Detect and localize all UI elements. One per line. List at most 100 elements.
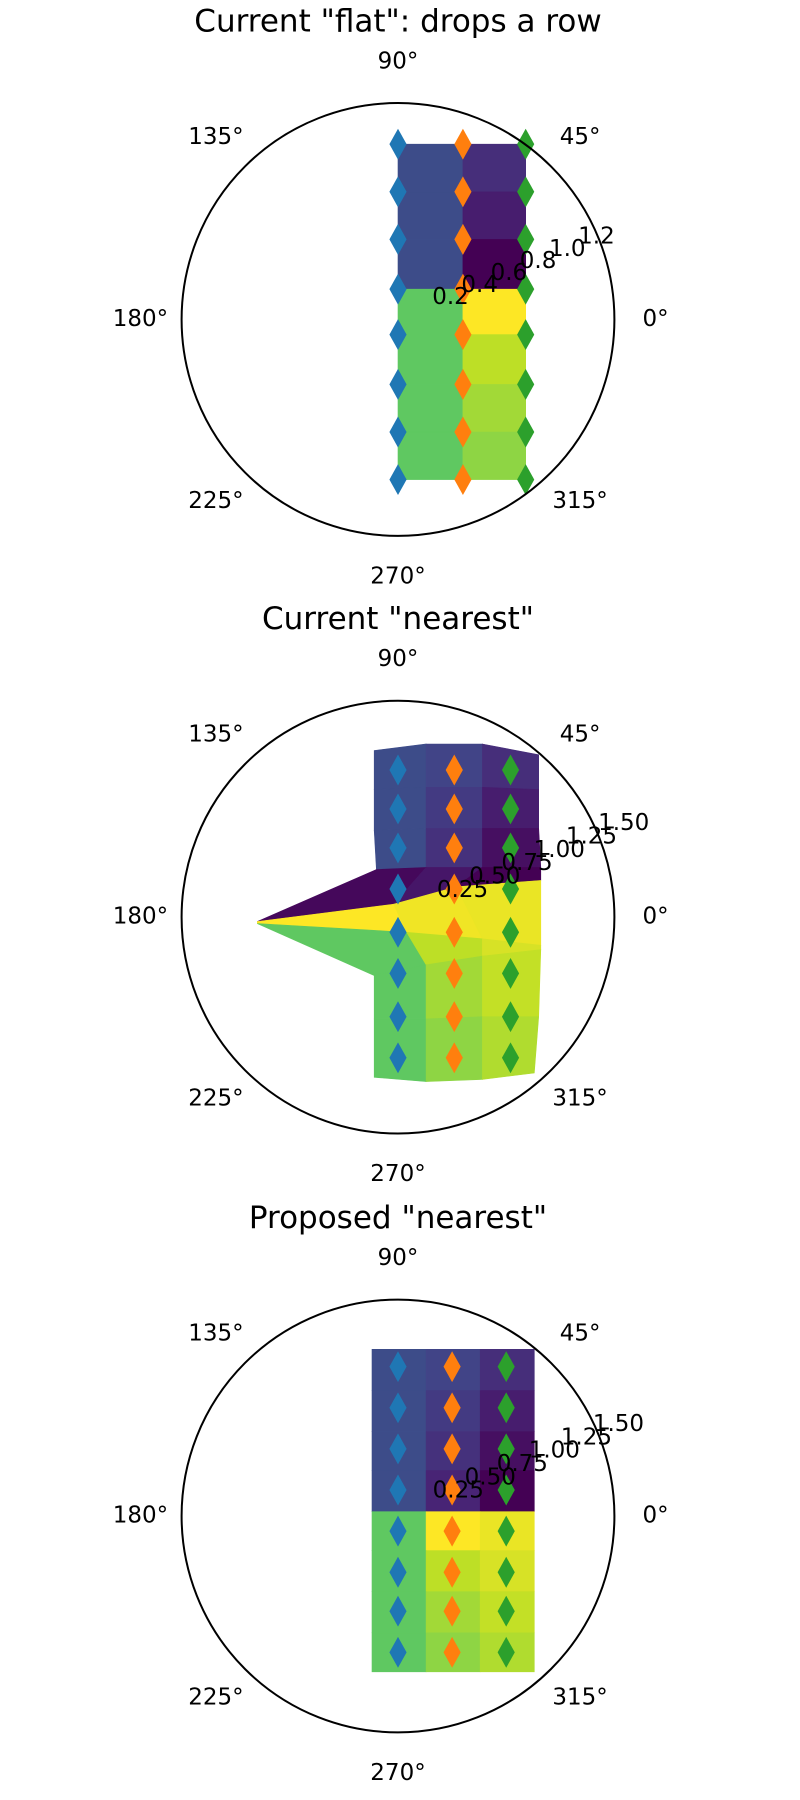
mesh-cell [397, 143, 464, 193]
theta-tick-label: 225° [188, 1685, 243, 1711]
theta-tick-label: 180° [113, 904, 168, 930]
theta-tick-label: 135° [188, 124, 243, 150]
r-tick-label: 0.50 [469, 864, 520, 890]
mesh-cell [397, 384, 464, 433]
marker [389, 1042, 407, 1074]
polar-axes: 0° 45° 90° 135° 180° 225° 270° 315° 0.250.500.75… [113, 601, 669, 1187]
marker [389, 793, 407, 825]
theta-tick-label: 0° [642, 904, 668, 930]
marker [517, 319, 535, 351]
theta-tick-label: 45° [560, 722, 601, 748]
theta-tick-label: 45° [560, 124, 601, 150]
marker [445, 793, 463, 825]
marker [389, 128, 407, 160]
marker [389, 1392, 407, 1424]
marker [501, 873, 520, 905]
polar-frame [180, 102, 616, 537]
mesh-cell [462, 431, 527, 480]
marker [501, 916, 520, 948]
r-tick-label: 1.50 [598, 810, 649, 836]
marker [443, 1515, 461, 1547]
marker [497, 1351, 515, 1383]
marker [389, 957, 407, 989]
theta-tick-label: 90° [378, 48, 419, 74]
polar-axes: 0° 45° 90° 135° 180° 225° 270° 315° 0.20.40.60.8… [113, 3, 669, 589]
theta-tick-label: 225° [188, 488, 243, 514]
marker [443, 1595, 461, 1627]
theta-tick-label: 45° [560, 1320, 601, 1346]
r-tick-label: 1.2 [578, 224, 615, 250]
r-tick-label: 1.25 [566, 824, 617, 850]
marker [497, 1636, 515, 1668]
marker [389, 1351, 407, 1383]
marker [389, 176, 407, 208]
marker [454, 273, 472, 305]
theta-tick-label: 90° [378, 1245, 419, 1271]
marker [389, 873, 407, 905]
marker [454, 223, 472, 255]
marker [443, 1433, 461, 1465]
marker [443, 1474, 461, 1506]
polar-axes: 0° 45° 90° 135° 180° 225° 270° 315° 0.250.500.75… [113, 1200, 669, 1786]
theta-tick-label: 90° [378, 646, 419, 672]
marker [445, 754, 463, 786]
marker [389, 916, 407, 948]
r-tick-label: 1.0 [549, 236, 586, 262]
r-tick-label: 0.8 [520, 248, 557, 274]
marker [517, 464, 535, 496]
marker [501, 957, 520, 989]
mesh-cell [462, 384, 527, 433]
mesh-cell [397, 191, 464, 240]
r-tick-label: 0.75 [497, 1451, 548, 1477]
marker [445, 873, 463, 905]
theta-tick-label: 0° [642, 1502, 668, 1528]
polar-frame [180, 699, 616, 1135]
r-tick-label: 1.25 [561, 1424, 612, 1450]
r-tick-label: 0.4 [461, 272, 498, 298]
marker [389, 368, 407, 400]
r-tick-label: 0.2 [432, 284, 469, 310]
marker [497, 1433, 515, 1465]
r-tick-label: 0.6 [491, 260, 528, 286]
r-tick-label: 0.25 [437, 877, 488, 903]
theta-tick-label: 270° [370, 1760, 425, 1786]
theta-tick-label: 225° [188, 1086, 243, 1112]
marker [445, 1042, 463, 1074]
marker [497, 1595, 515, 1627]
marker [517, 273, 535, 305]
r-tick-label: 1.00 [529, 1438, 580, 1464]
theta-tick-label: 180° [113, 1502, 168, 1528]
marker [389, 416, 407, 448]
marker [445, 916, 463, 948]
marker [454, 416, 472, 448]
mesh-cell [462, 191, 527, 240]
marker [497, 1556, 515, 1588]
marker [501, 754, 520, 786]
theta-tick-label: 315° [552, 1685, 607, 1711]
marker [454, 176, 472, 208]
marker [389, 1556, 407, 1588]
marker [389, 273, 407, 305]
marker [389, 1474, 407, 1506]
chart-title: Current "flat": drops a row [194, 3, 601, 39]
mesh-cell [462, 143, 527, 193]
chart-title: Proposed "nearest" [249, 1200, 547, 1236]
marker [445, 832, 463, 864]
marker [501, 1001, 520, 1033]
chart-title: Current "nearest" [262, 601, 534, 637]
marker [501, 793, 520, 825]
r-tick-label: 1.50 [593, 1411, 644, 1437]
mesh-cell [397, 334, 464, 385]
marker [454, 464, 472, 496]
mesh-cell [397, 431, 464, 480]
marker [389, 464, 407, 496]
r-tick-label: 0.25 [433, 1478, 484, 1504]
theta-tick-label: 180° [113, 306, 168, 332]
mesh-cell [462, 334, 527, 385]
marker [497, 1474, 515, 1506]
theta-tick-label: 270° [370, 563, 425, 589]
theta-tick-label: 315° [552, 1086, 607, 1112]
mesh-cell [397, 239, 464, 290]
marker [389, 754, 407, 786]
